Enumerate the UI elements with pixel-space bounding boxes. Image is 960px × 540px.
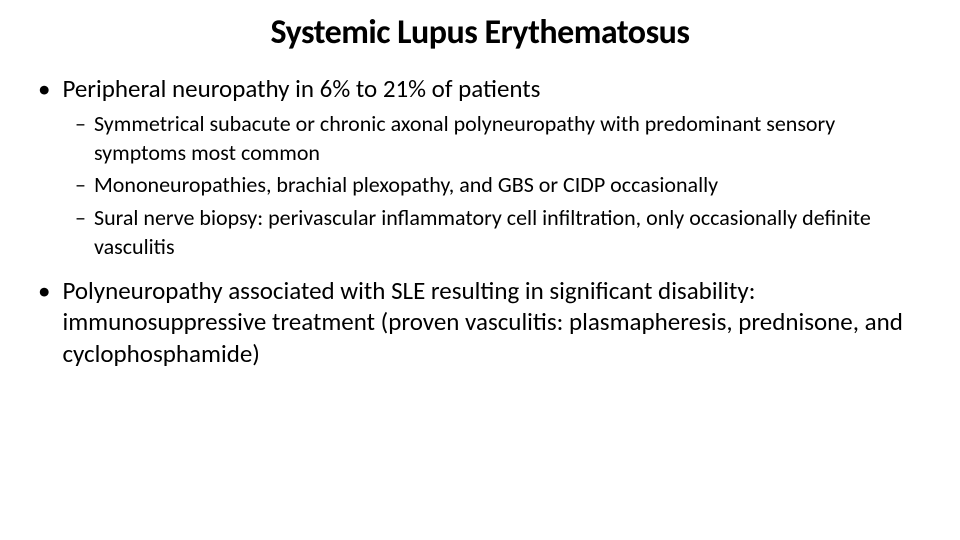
sub-bullet-1: – Symmetrical subacute or chronic axonal… xyxy=(75,110,930,167)
bullet-marker-dash: – xyxy=(75,204,86,233)
bullet-marker-dot: • xyxy=(38,73,50,104)
sub-bullet-2: – Mononeuropathies, brachial plexopathy,… xyxy=(75,171,930,200)
bullet-item-1: • Peripheral neuropathy in 6% to 21% of … xyxy=(30,73,930,104)
sub-bullet-3-text: Sural nerve biopsy: perivascular inflamm… xyxy=(94,204,930,261)
sub-bullet-1-text: Symmetrical subacute or chronic axonal p… xyxy=(94,110,930,167)
slide-title: Systemic Lupus Erythematosus xyxy=(30,12,930,53)
sub-bullet-2-text: Mononeuropathies, brachial plexopathy, a… xyxy=(94,171,718,200)
bullet-item-1-subgroup: – Symmetrical subacute or chronic axonal… xyxy=(30,110,930,261)
bullet-item-2: • Polyneuropathy associated with SLE res… xyxy=(30,275,930,369)
sub-bullet-3: – Sural nerve biopsy: perivascular infla… xyxy=(75,204,930,261)
bullet-item-2-text: Polyneuropathy associated with SLE resul… xyxy=(62,275,930,369)
bullet-marker-dash: – xyxy=(75,171,86,200)
bullet-item-1-text: Peripheral neuropathy in 6% to 21% of pa… xyxy=(62,73,540,104)
bullet-marker-dot: • xyxy=(38,275,50,306)
bullet-marker-dash: – xyxy=(75,110,86,139)
slide-container: Systemic Lupus Erythematosus • Periphera… xyxy=(0,0,960,405)
